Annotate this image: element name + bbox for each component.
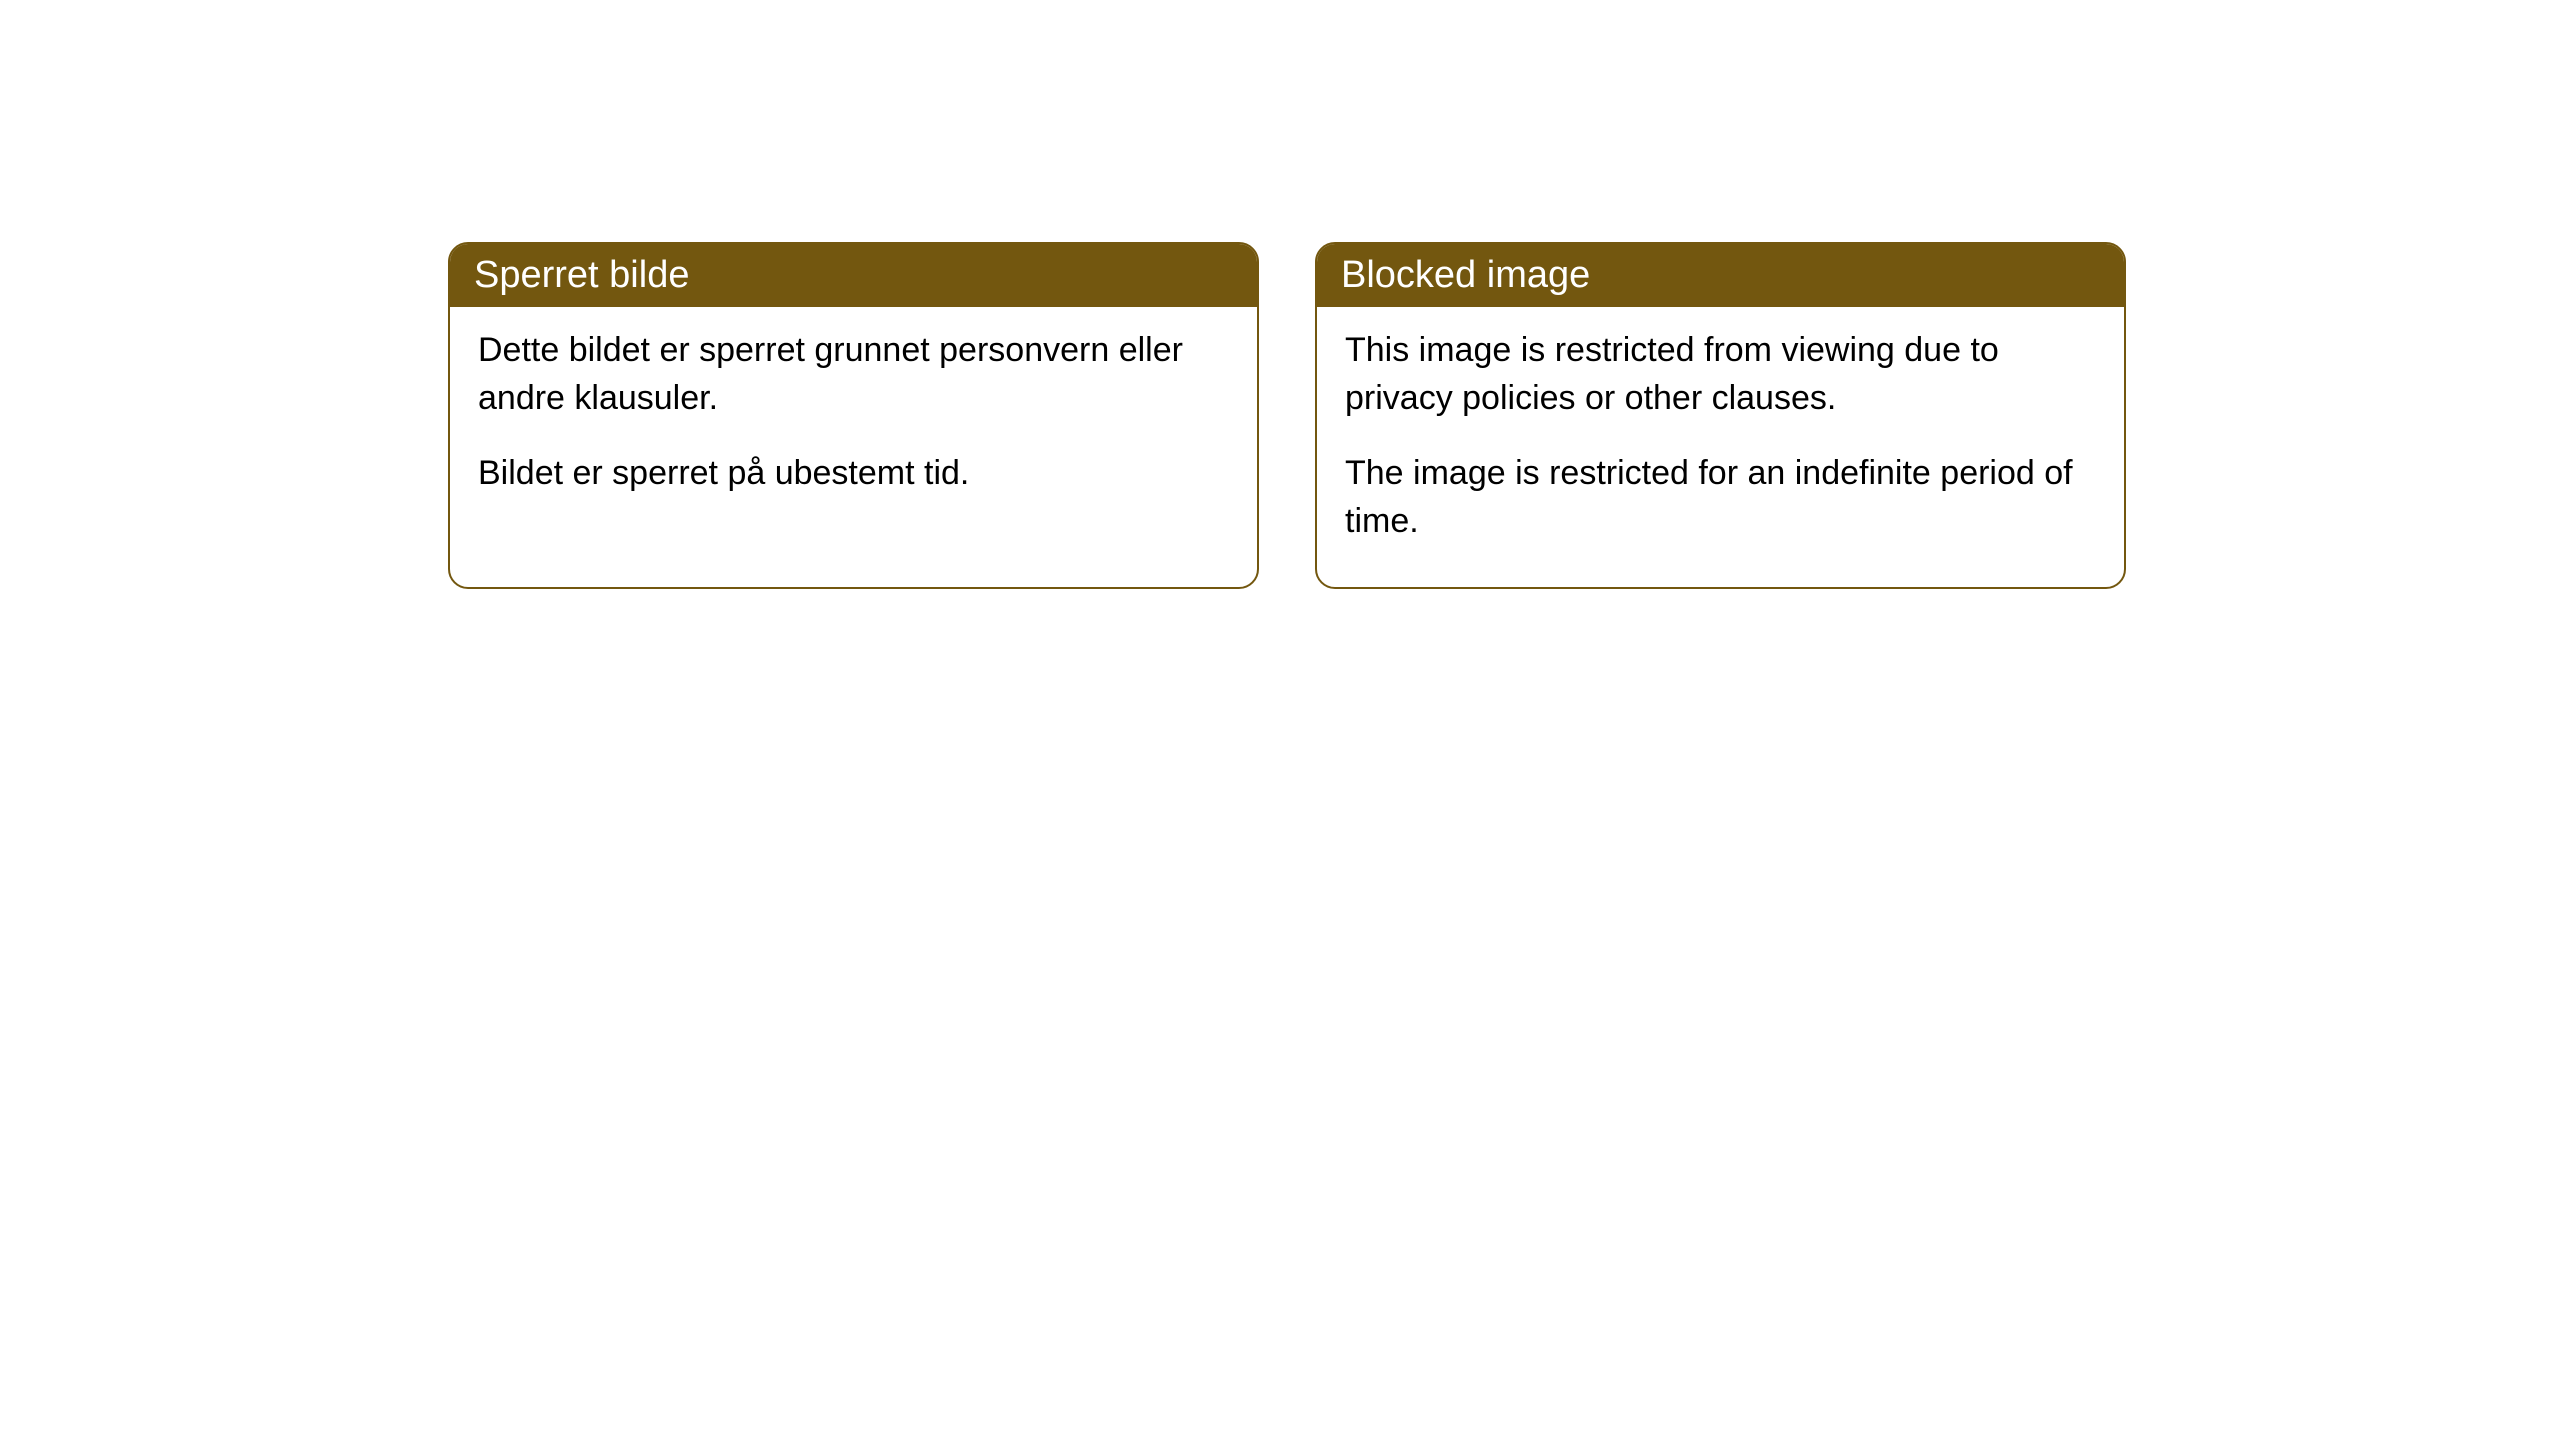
card-header: Sperret bilde (450, 244, 1257, 307)
card-title: Blocked image (1341, 254, 1590, 296)
card-body: Dette bildet er sperret grunnet personve… (450, 307, 1257, 540)
card-body: This image is restricted from viewing du… (1317, 307, 2124, 587)
notice-container: Sperret bilde Dette bildet er sperret gr… (0, 0, 2560, 589)
blocked-image-card-norwegian: Sperret bilde Dette bildet er sperret gr… (448, 242, 1259, 589)
card-paragraph: Bildet er sperret på ubestemt tid. (478, 450, 1229, 498)
card-title: Sperret bilde (474, 254, 689, 296)
card-paragraph: This image is restricted from viewing du… (1345, 327, 2096, 422)
card-header: Blocked image (1317, 244, 2124, 307)
blocked-image-card-english: Blocked image This image is restricted f… (1315, 242, 2126, 589)
card-paragraph: The image is restricted for an indefinit… (1345, 450, 2096, 545)
card-paragraph: Dette bildet er sperret grunnet personve… (478, 327, 1229, 422)
